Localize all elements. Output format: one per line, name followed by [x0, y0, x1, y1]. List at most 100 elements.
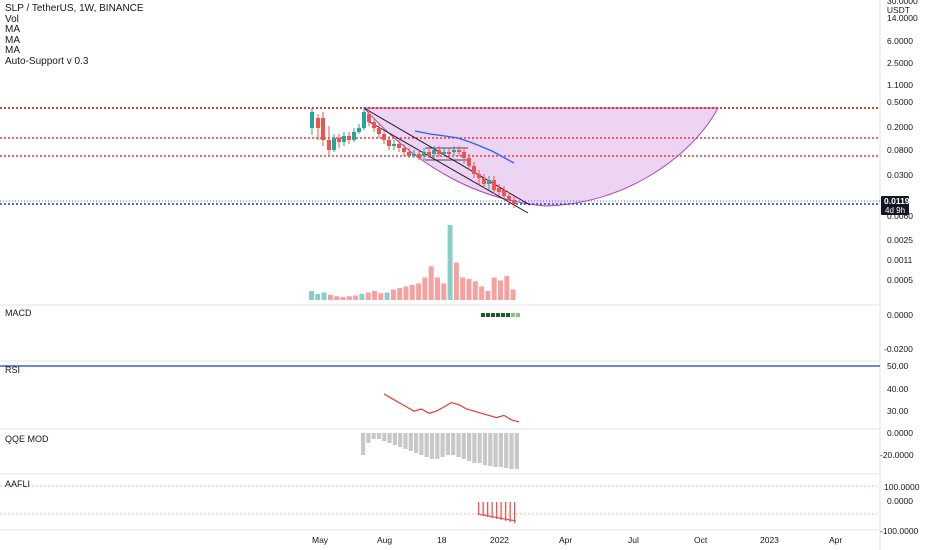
time-label-oct: Oct — [694, 535, 708, 545]
volume-bar — [479, 286, 485, 300]
qqe-histogram — [361, 433, 519, 469]
aafli-line — [477, 513, 517, 522]
volume-bar — [498, 280, 503, 300]
chart-legend: SLP / TetherUS, 1W, BINANCE Vol MA MA MA… — [5, 3, 144, 67]
qqe-bar — [429, 433, 435, 459]
price-tick: 6.0000 — [887, 36, 913, 46]
qqe-bar — [435, 433, 440, 459]
volume-bar — [491, 277, 497, 300]
macd-bar — [511, 313, 515, 317]
qqe-bar — [451, 433, 456, 455]
candle-body — [482, 178, 486, 184]
qqe-label[interactable]: QQE MOD — [5, 434, 49, 444]
volume-bar — [384, 292, 390, 300]
candle-body — [372, 122, 376, 128]
macd-bar — [506, 313, 510, 317]
price-tick: 14.0000 — [887, 13, 918, 23]
candle-body — [437, 150, 441, 154]
volume-bar — [428, 266, 434, 300]
candle-body — [477, 174, 481, 178]
time-axis: May Aug 18 2022 Apr Jul Oct 2023 Apr — [312, 535, 842, 545]
qqe-bar — [382, 433, 387, 441]
volume-bar — [485, 291, 491, 300]
qqe-bar — [493, 433, 498, 467]
qqe-bar — [387, 433, 392, 443]
aafli-label[interactable]: AAFLI — [5, 479, 31, 489]
candle-body — [467, 158, 471, 166]
qqe-bar — [504, 433, 509, 468]
volume-bar — [353, 295, 359, 300]
svg-text:40.00: 40.00 — [887, 384, 909, 394]
candle-body — [502, 190, 506, 196]
qqe-bar — [424, 433, 429, 457]
volume-bar — [365, 292, 371, 300]
indicator-ma-1[interactable]: MA — [5, 24, 20, 35]
bar-countdown: 4d 9h — [885, 206, 905, 215]
aafli-bars — [477, 502, 517, 523]
time-label-may: May — [312, 535, 329, 545]
last-price-value: 0.0119 — [884, 196, 910, 206]
indicator-ma-3[interactable]: MA — [5, 45, 20, 56]
svg-text:0.0000: 0.0000 — [887, 428, 913, 438]
qqe-bar — [514, 433, 519, 469]
aafli-bar — [505, 502, 507, 521]
volume-bar — [422, 277, 428, 300]
qqe-bar — [467, 433, 472, 461]
volume-bar — [327, 294, 333, 300]
channel-upper — [363, 107, 531, 206]
macd-label[interactable]: MACD — [5, 308, 32, 318]
aafli-bar — [487, 502, 489, 517]
candle-body — [327, 140, 331, 150]
qqe-bar — [414, 433, 419, 453]
indicator-auto-support[interactable]: Auto-Support v 0.3 — [5, 55, 89, 67]
macd-bar — [486, 313, 490, 317]
qqe-bar — [392, 433, 397, 445]
rsi-label[interactable]: RSI — [5, 365, 21, 375]
svg-text:-20.0000: -20.0000 — [880, 450, 914, 460]
price-tick: 0.0025 — [887, 235, 913, 245]
candle-body — [392, 144, 396, 146]
volume-bar — [403, 286, 409, 300]
candle-body — [337, 138, 341, 142]
candle-body — [442, 152, 446, 154]
aafli-bar — [491, 502, 493, 518]
volume-bar — [340, 297, 346, 300]
volume-bar — [397, 288, 403, 300]
svg-text:-0.0200: -0.0200 — [884, 344, 913, 354]
time-label-2022: 2022 — [490, 535, 509, 545]
qqe-bar — [440, 433, 445, 457]
qqe-bar — [461, 433, 466, 459]
candle-body — [452, 150, 456, 152]
candle-body — [492, 180, 496, 190]
volume-bar — [378, 293, 384, 300]
qqe-bar — [361, 433, 366, 455]
candle-body — [487, 180, 491, 184]
candle-body — [377, 128, 381, 134]
volume-bar — [466, 279, 472, 300]
macd-bar — [501, 313, 505, 317]
candle-body — [462, 152, 466, 158]
time-label-18: 18 — [437, 535, 447, 545]
time-label-apr: Apr — [559, 535, 572, 545]
candle-body — [387, 140, 391, 146]
volume-bar — [441, 283, 447, 300]
indicator-vol[interactable]: Vol — [5, 13, 19, 25]
candle-body — [367, 114, 371, 122]
candle-body — [352, 132, 356, 140]
price-tick: 0.0060 — [887, 211, 913, 221]
candle-body — [397, 144, 401, 148]
volume-bar — [460, 277, 466, 300]
volume-bar — [510, 289, 516, 300]
candle-body — [310, 112, 314, 128]
indicator-ma-2[interactable]: MA — [5, 34, 20, 46]
symbol-title[interactable]: SLP / TetherUS, 1W, BINANCE — [5, 3, 144, 14]
candle-body — [362, 112, 366, 128]
qqe-bar — [403, 433, 408, 449]
candle-body — [512, 200, 516, 204]
candle-body — [332, 138, 336, 150]
qqe-bar — [477, 433, 482, 463]
svg-text:30.00: 30.00 — [887, 406, 909, 416]
macd-bar — [516, 313, 520, 317]
qqe-bar — [366, 433, 371, 443]
